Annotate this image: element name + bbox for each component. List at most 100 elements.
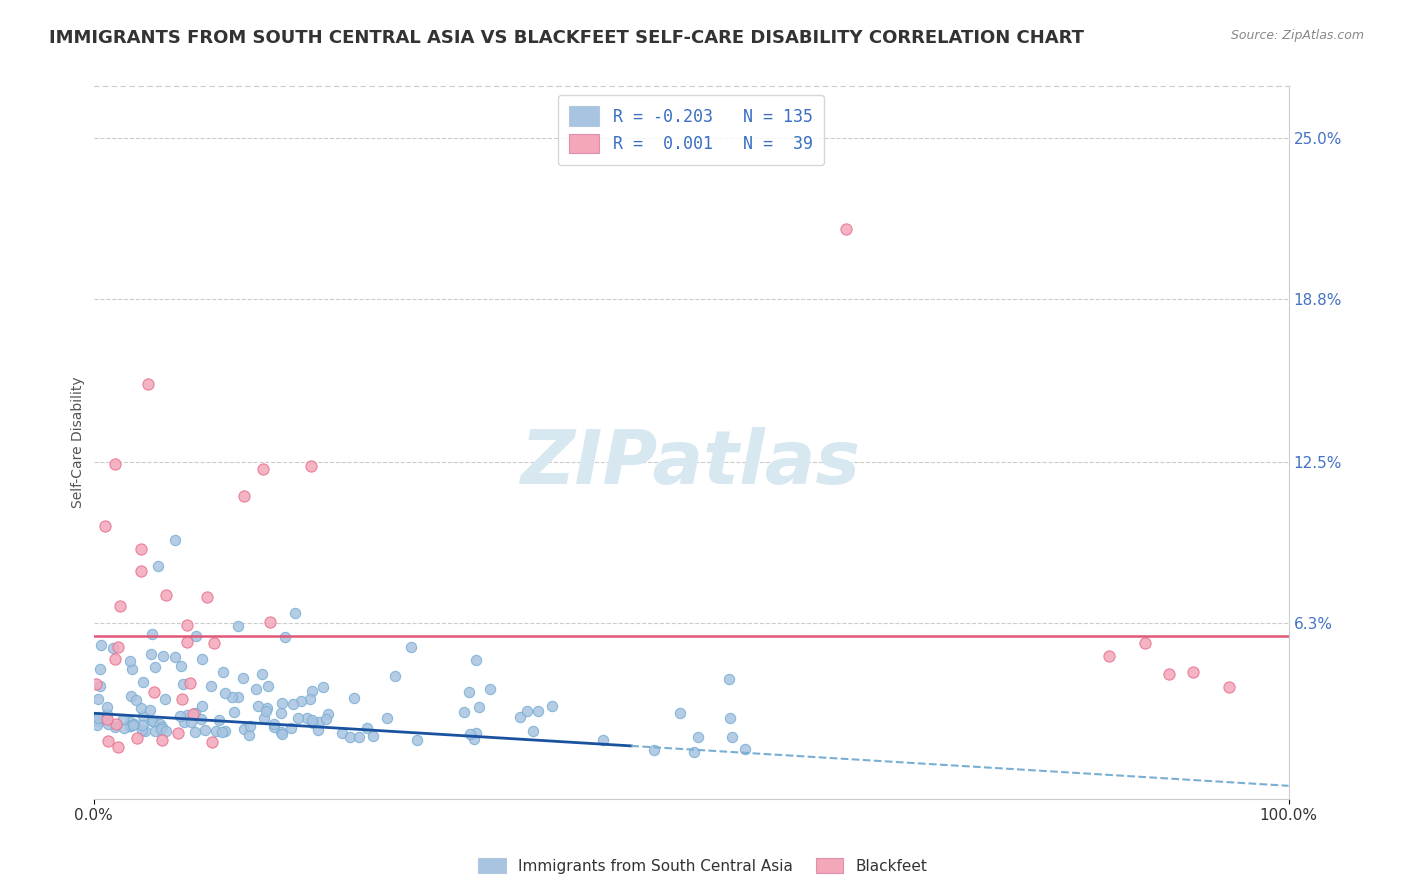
Point (141, 627, 163, 641)
Point (129, 564, 152, 578)
Point (87, 692, 110, 706)
Point (104, 457, 127, 471)
Point (256, 701, 278, 715)
Point (184, 724, 207, 739)
Point (96, 699, 118, 714)
Point (179, 676, 201, 690)
Point (105, 717, 128, 731)
Point (384, 669, 406, 683)
Point (141, 714, 163, 728)
Point (465, 726, 488, 740)
Point (149, 717, 172, 731)
Legend: Immigrants from South Central Asia, Blackfeet: Immigrants from South Central Asia, Blac… (472, 852, 934, 880)
Point (190, 712, 212, 726)
Point (526, 704, 548, 718)
Point (1133, 636, 1156, 650)
Point (163, 650, 186, 665)
Point (155, 588, 177, 602)
Point (90, 638, 112, 652)
Point (307, 723, 329, 737)
Point (252, 667, 274, 681)
Point (592, 732, 614, 747)
Point (316, 706, 339, 721)
Point (295, 710, 318, 724)
Point (375, 711, 398, 725)
Text: IMMIGRANTS FROM SOUTH CENTRAL ASIA VS BLACKFEET SELF-CARE DISABILITY CORRELATION: IMMIGRANTS FROM SOUTH CENTRAL ASIA VS BL… (49, 29, 1084, 46)
Point (208, 713, 231, 727)
Point (280, 722, 302, 736)
Point (94, 518, 117, 533)
Point (97, 734, 120, 748)
Point (84, 677, 107, 691)
Point (688, 730, 710, 744)
Point (212, 665, 235, 679)
Point (453, 705, 475, 719)
Point (96, 712, 118, 726)
Point (169, 709, 191, 723)
Point (131, 709, 153, 723)
Point (112, 722, 135, 736)
Point (97, 717, 120, 731)
Point (718, 711, 741, 725)
Point (835, 222, 858, 236)
Y-axis label: Self-Care Disability: Self-Care Disability (72, 376, 86, 508)
Point (125, 731, 148, 745)
Point (509, 710, 531, 724)
Point (669, 706, 692, 721)
Point (107, 640, 129, 654)
Point (682, 745, 704, 759)
Point (1098, 649, 1121, 664)
Point (464, 653, 486, 667)
Point (143, 660, 166, 674)
Point (120, 719, 142, 733)
Point (259, 615, 281, 629)
Point (107, 739, 129, 754)
Point (181, 706, 204, 721)
Point (301, 713, 323, 727)
Point (458, 685, 481, 699)
Point (330, 726, 353, 740)
Point (239, 719, 262, 733)
Point (180, 715, 202, 730)
Point (150, 723, 173, 737)
Point (204, 724, 226, 739)
Point (460, 727, 482, 741)
Point (252, 462, 274, 476)
Point (290, 694, 312, 708)
Point (299, 692, 322, 706)
Point (284, 606, 307, 620)
Point (125, 693, 148, 707)
Point (202, 636, 225, 650)
Point (104, 652, 127, 666)
Point (131, 723, 153, 737)
Point (176, 707, 198, 722)
Point (308, 715, 330, 730)
Point (463, 731, 485, 746)
Point (263, 720, 285, 734)
Point (176, 635, 198, 649)
Point (96, 706, 118, 721)
Point (142, 714, 165, 729)
Point (283, 698, 305, 712)
Point (302, 715, 325, 730)
Point (201, 735, 224, 749)
Point (214, 724, 236, 739)
Point (253, 711, 276, 725)
Point (121, 718, 143, 732)
Point (186, 629, 208, 643)
Point (232, 490, 254, 504)
Point (1157, 667, 1180, 681)
Point (211, 725, 233, 739)
Point (108, 599, 131, 614)
Point (89, 662, 111, 676)
Point (194, 723, 217, 737)
Point (232, 671, 254, 685)
Point (118, 714, 141, 729)
Point (129, 541, 152, 556)
Point (170, 659, 193, 673)
Point (143, 685, 166, 699)
Point (173, 714, 195, 729)
Point (129, 701, 152, 715)
Point (301, 684, 323, 698)
Point (541, 698, 564, 713)
